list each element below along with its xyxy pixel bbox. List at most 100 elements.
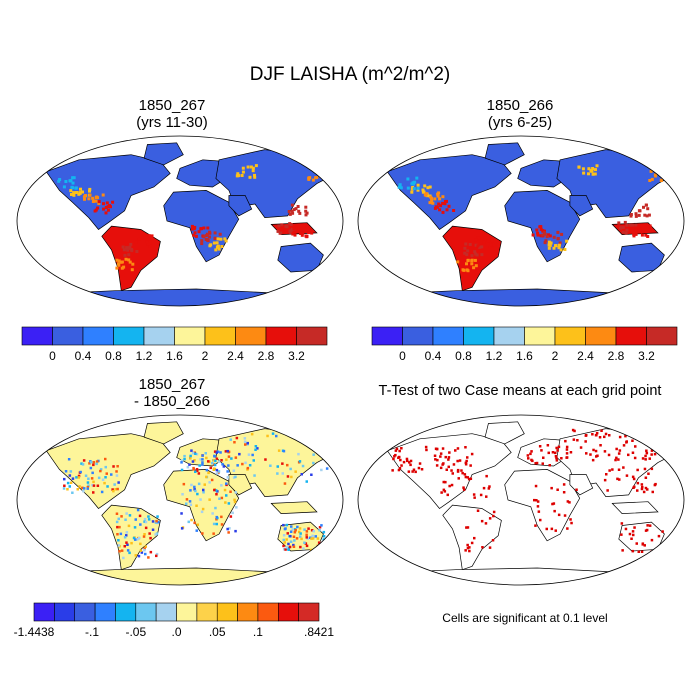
significant-cell (572, 438, 576, 441)
significant-cell (656, 433, 659, 437)
significant-cell (534, 484, 538, 488)
map-cell (644, 203, 648, 207)
colorbar-tick-label: 3.2 (638, 349, 655, 363)
map-cell (545, 235, 549, 239)
significant-cell (535, 461, 539, 465)
significant-cell (573, 429, 576, 433)
map-cell (151, 520, 155, 523)
map-cell (473, 235, 477, 239)
map-cell (215, 472, 219, 475)
map-cell (474, 243, 478, 247)
colorbar-tick-label: 2.4 (227, 349, 244, 363)
map-cell (560, 232, 564, 236)
colorbar-tick-label: 1.6 (516, 349, 533, 363)
map-cell (429, 195, 433, 199)
map-cell (155, 532, 159, 535)
significant-cell (608, 434, 611, 437)
map-cell (466, 258, 470, 262)
map-cell (488, 245, 492, 249)
map-cell (637, 225, 641, 229)
significant-cell (564, 439, 567, 443)
significant-cell (482, 486, 486, 490)
significant-cell (575, 488, 578, 491)
significant-cell (395, 447, 399, 451)
map-cell (251, 166, 255, 170)
significant-cell (535, 499, 538, 502)
map-cell (116, 525, 119, 529)
colorbar-swatch (113, 326, 145, 346)
significant-cell (653, 483, 657, 487)
map-cell (294, 436, 297, 439)
significant-cell (614, 458, 617, 462)
significant-cell (604, 432, 608, 436)
map-cell (410, 187, 414, 191)
map-cell (649, 169, 653, 173)
significant-cell (594, 434, 598, 437)
significant-cell (547, 451, 550, 455)
map-cell (298, 527, 302, 530)
map-cell (543, 232, 547, 236)
significant-cell (534, 462, 537, 465)
map-cell (304, 542, 308, 545)
map-cell (447, 204, 451, 208)
map-cell (220, 515, 223, 519)
map-cell (305, 536, 308, 539)
map-cell (227, 531, 230, 534)
map-cell (623, 220, 627, 224)
significant-cell (556, 449, 559, 452)
map-cell (657, 171, 661, 175)
significant-cell (644, 476, 648, 479)
map-cell (192, 227, 196, 231)
land-antarctica (380, 567, 662, 585)
significant-cell (529, 452, 532, 456)
map-cell (303, 541, 306, 544)
map-cell (307, 176, 311, 180)
significant-cell (631, 451, 635, 454)
map-cell (62, 185, 66, 189)
map-cell (201, 454, 204, 457)
significant-cell (618, 449, 622, 452)
map-cell (72, 193, 76, 197)
significant-cell (584, 434, 588, 437)
significant-cell (667, 442, 670, 445)
map-cell (284, 527, 287, 530)
significant-cell (444, 455, 447, 459)
significant-cell (651, 490, 654, 494)
significant-cell (670, 436, 673, 440)
significant-cell (472, 493, 476, 496)
significant-cell (633, 456, 637, 460)
significant-cell (569, 518, 572, 521)
significant-cell (399, 458, 402, 462)
significant-cell (600, 429, 603, 432)
colorbar-swatch (54, 602, 76, 622)
map-cell (207, 235, 211, 239)
map-cell (424, 192, 428, 196)
map-cell (438, 197, 442, 201)
map-cell (193, 485, 196, 489)
map-cell (557, 246, 561, 250)
significant-cell (665, 437, 669, 441)
significance-note: Cells are significant at 0.1 level (442, 611, 608, 625)
map-cell (123, 253, 127, 257)
map-cell (147, 242, 150, 246)
significant-cell (637, 429, 640, 433)
colorbar-tick-label: .8421 (304, 625, 334, 639)
map-cell (311, 178, 315, 182)
map-cell (194, 452, 197, 455)
map-cell (221, 463, 224, 466)
map-cell (116, 487, 119, 491)
map-cell (300, 473, 303, 476)
land-africa (163, 469, 240, 542)
significant-cell (622, 444, 626, 447)
map-cell (472, 266, 476, 270)
significant-cell (462, 488, 466, 491)
map-cell (416, 186, 420, 190)
map-cell (539, 227, 543, 231)
significant-cell (643, 467, 647, 471)
significant-cell (464, 475, 468, 479)
map-cell (251, 169, 255, 173)
map-cell (629, 223, 633, 227)
map-cell (119, 532, 123, 536)
map-cell (128, 551, 131, 555)
significant-cell (485, 474, 488, 478)
